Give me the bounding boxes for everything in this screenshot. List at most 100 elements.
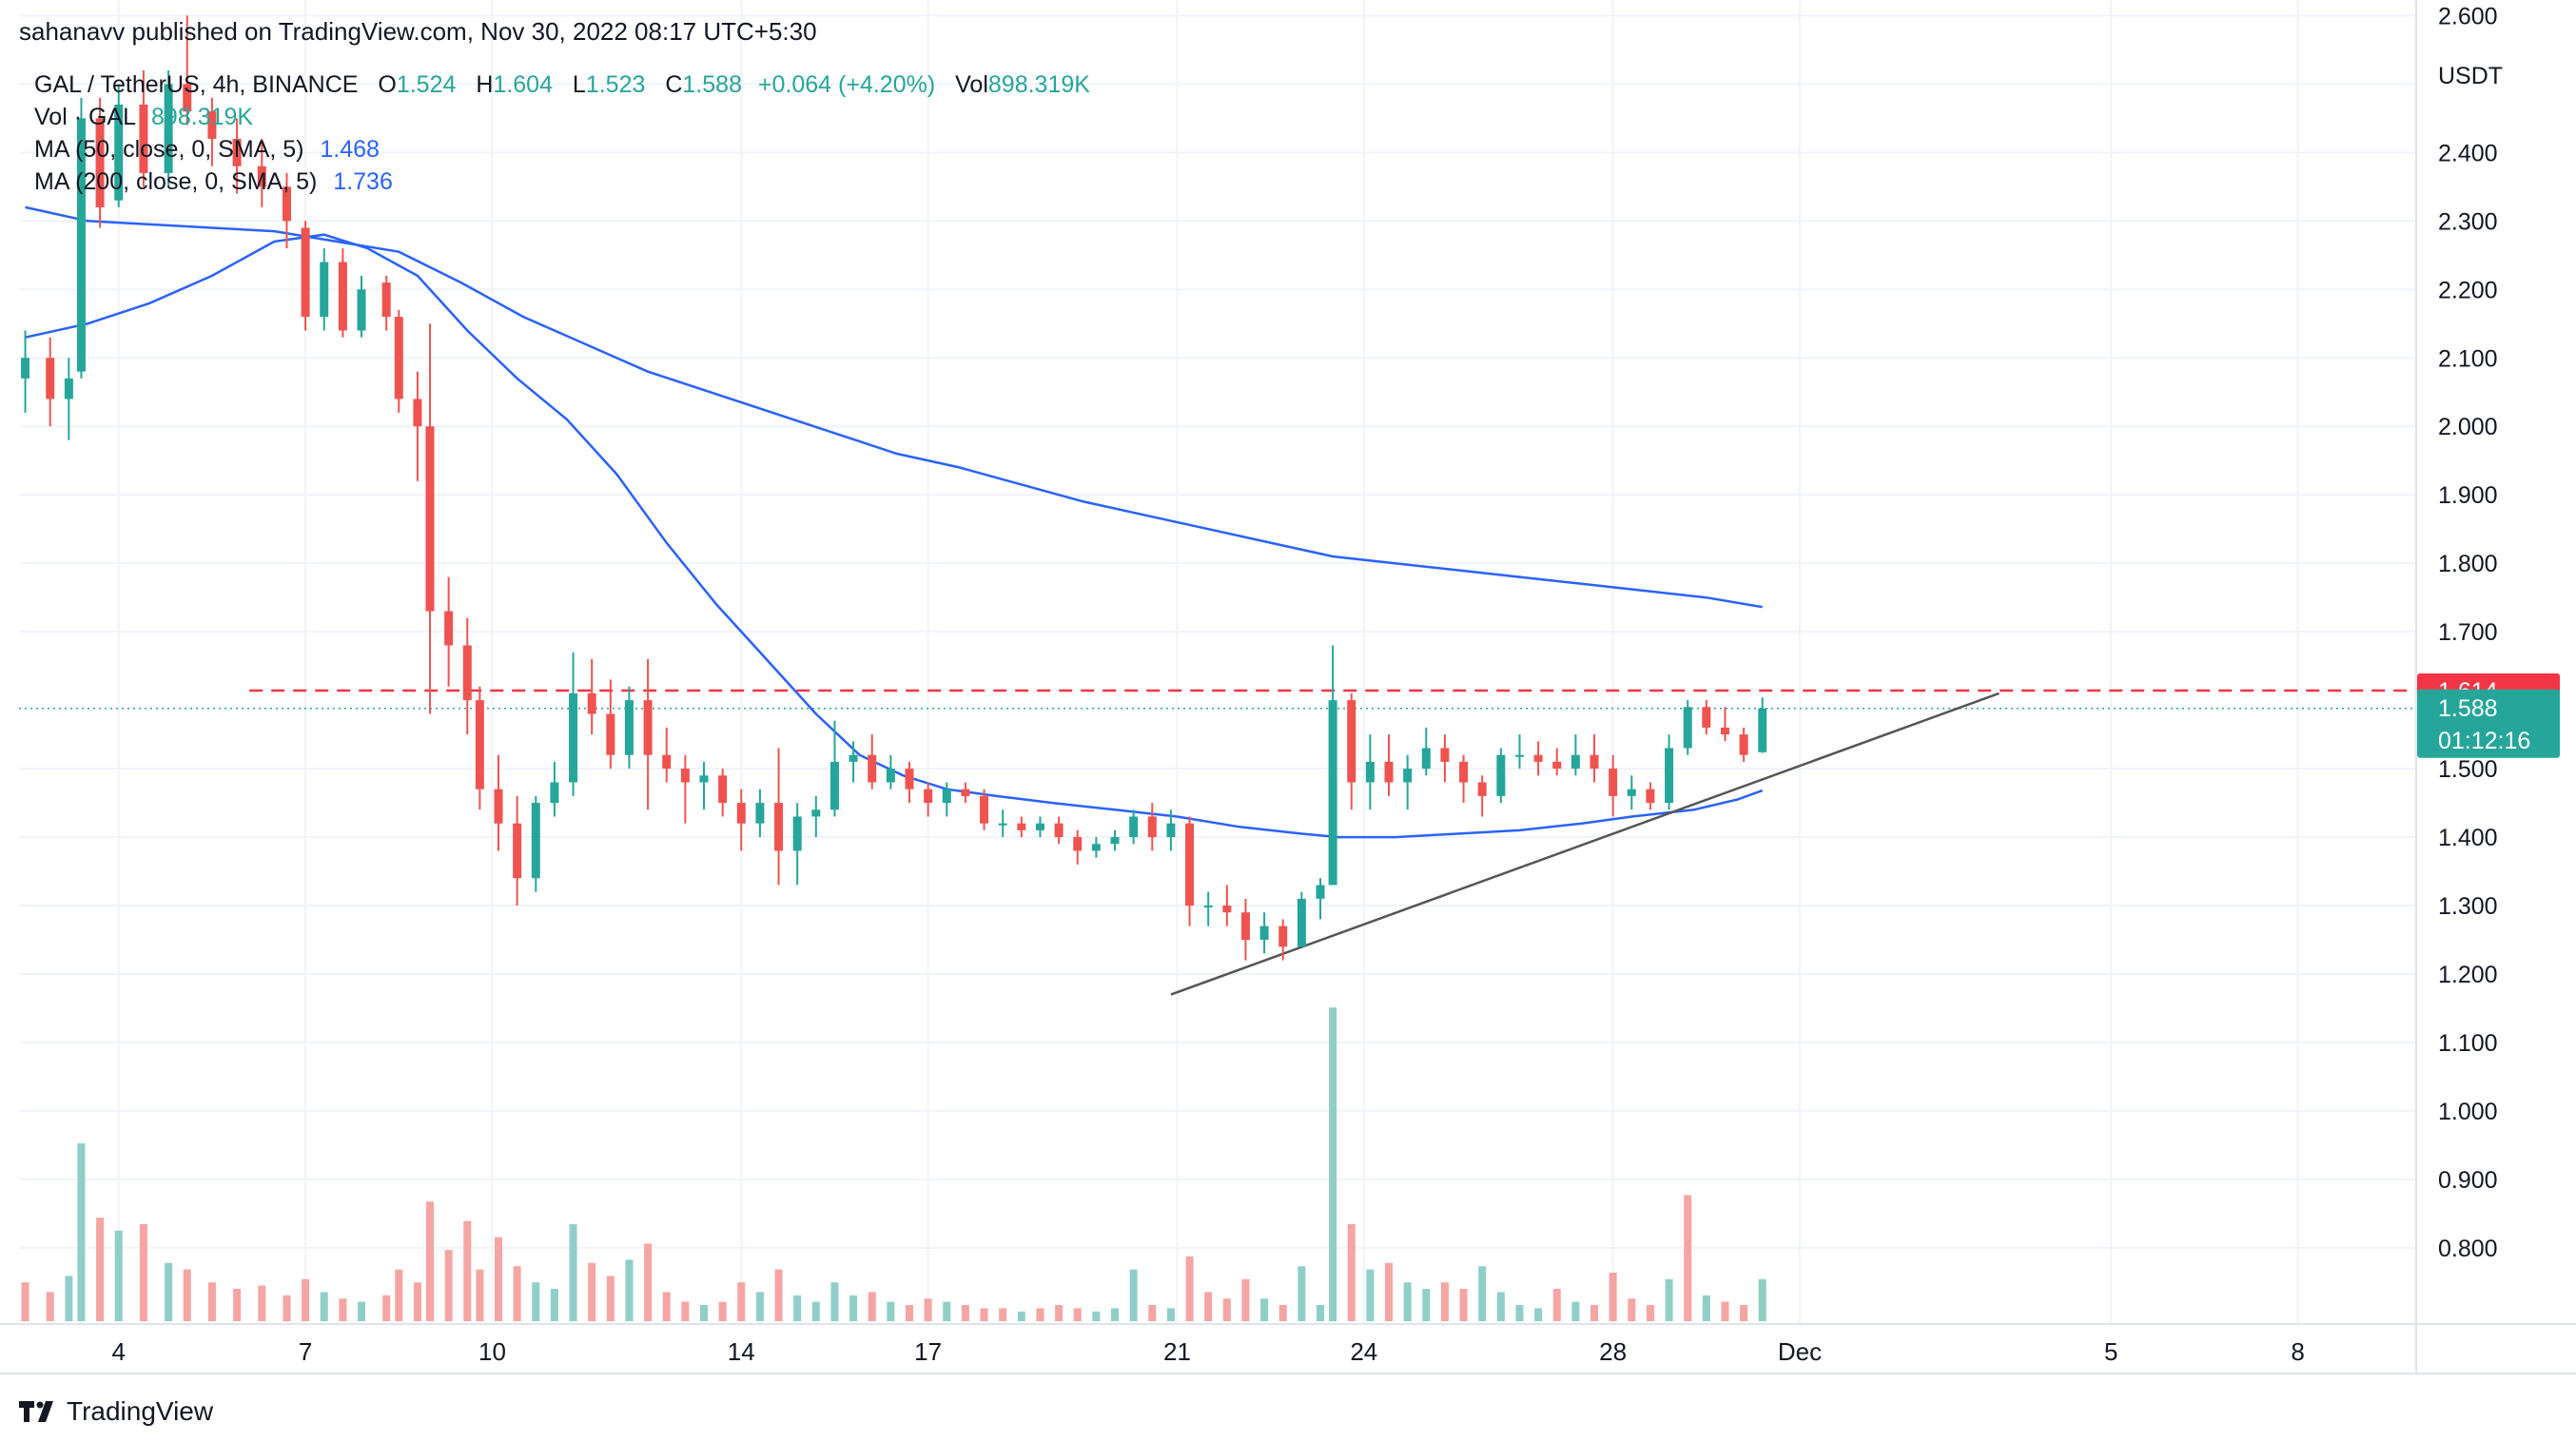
candle-body	[207, 111, 217, 139]
volume-bar	[426, 1201, 434, 1321]
volume-bar	[1185, 1257, 1194, 1321]
x-tick-label: 10	[478, 1337, 506, 1366]
volume-bar	[1329, 1007, 1337, 1321]
candle-body	[1496, 754, 1506, 796]
candle-body	[1328, 700, 1337, 886]
candle-body	[139, 104, 148, 173]
volume-bar	[233, 1289, 242, 1321]
y-tick-label: 2.200	[2438, 277, 2498, 303]
candle-body	[1646, 789, 1655, 804]
volume-bar	[358, 1301, 365, 1321]
volume-bar	[65, 1276, 73, 1321]
candle-body	[1110, 837, 1120, 845]
candles	[21, 15, 1767, 961]
volume-bar	[114, 1230, 123, 1321]
volume-bar	[1092, 1311, 1101, 1321]
volume-bar	[868, 1292, 876, 1321]
candle-body	[413, 399, 422, 427]
candle-body	[21, 358, 30, 379]
open-value: 1.524	[396, 71, 457, 98]
volume-bar	[737, 1282, 746, 1321]
candle-body	[550, 782, 559, 804]
legend-volume-row[interactable]: Vol · GAL 898.319K	[34, 101, 1090, 133]
volume-bar	[1515, 1305, 1524, 1321]
x-tick-label: 21	[1163, 1337, 1191, 1366]
candle-body	[868, 754, 877, 783]
candle-body	[1129, 816, 1139, 838]
candle-body	[425, 426, 435, 612]
candle-body	[1185, 823, 1195, 906]
volume-bar	[1440, 1282, 1449, 1321]
candle-body	[1514, 754, 1524, 757]
candle-body	[1259, 926, 1269, 941]
volume-bar	[513, 1266, 521, 1321]
candle-body	[1609, 769, 1618, 796]
volume-bar	[793, 1295, 802, 1321]
volume-bar	[320, 1292, 328, 1321]
candle-body	[718, 775, 728, 804]
volume-bar	[21, 1282, 29, 1321]
volume-bar	[1148, 1305, 1157, 1321]
candle-body	[232, 138, 242, 166]
volume-bar	[849, 1295, 858, 1321]
symbol-info[interactable]: GAL / TetherUS, 4h, BINANCE	[34, 71, 359, 98]
legend-ohlc-row: GAL / TetherUS, 4h, BINANCE O1.524 H1.60…	[34, 68, 1090, 101]
volume-bar	[1534, 1308, 1543, 1321]
volume-bar	[830, 1282, 839, 1321]
candle-body	[886, 769, 895, 783]
y-tick-label: 1.500	[2438, 756, 2498, 783]
volume-bar	[495, 1237, 502, 1321]
brand-name: TradingView	[67, 1396, 214, 1426]
candle-body	[961, 789, 970, 796]
candle-body	[64, 378, 73, 399]
change-value: +0.064 (+4.20%)	[757, 71, 936, 98]
candle-body	[1421, 748, 1431, 770]
volume-bar	[1758, 1278, 1766, 1321]
volume-bar	[96, 1218, 105, 1321]
volume-bar	[1166, 1308, 1175, 1321]
y-tick-label: 0.900	[2438, 1167, 2498, 1194]
candle-body	[1222, 906, 1232, 913]
candle-body	[680, 769, 690, 783]
candle-body	[1166, 823, 1176, 838]
candle-body	[587, 692, 596, 714]
volume-bar	[46, 1292, 54, 1321]
volume-bar	[339, 1298, 347, 1321]
legend-ma50-row[interactable]: MA (50, close, 0, SMA, 5) 1.468	[34, 133, 1090, 166]
candle-body	[1240, 912, 1250, 941]
volume-bar	[413, 1282, 421, 1321]
volume-bar	[1298, 1266, 1306, 1321]
volume-bar	[1571, 1301, 1580, 1321]
legend-ma200-row[interactable]: MA (200, close, 0, SMA, 5) 1.736	[34, 166, 1090, 198]
volume-bar	[662, 1292, 671, 1321]
candle-body	[1552, 761, 1562, 770]
volume-bar	[395, 1269, 403, 1321]
x-tick-label: 4	[111, 1337, 125, 1366]
tradingview-logo-icon	[19, 1401, 53, 1422]
candle-body	[95, 118, 105, 207]
volume-bar	[476, 1269, 484, 1321]
volume-bar	[1317, 1305, 1324, 1321]
candle-body	[381, 283, 391, 318]
candle-body	[1477, 782, 1487, 796]
vol-label: Vol	[955, 71, 988, 98]
volume-bars	[21, 1007, 1766, 1321]
volume-bar	[207, 1282, 216, 1321]
candle-body	[320, 262, 329, 318]
axes: 2.6002.5002.4002.3002.2002.1002.0001.900…	[0, 0, 2576, 1374]
volume-bar	[980, 1308, 988, 1321]
tradingview-brand[interactable]: TradingView	[19, 1396, 213, 1427]
unit-label-bg	[2417, 55, 2560, 93]
volume-bar	[625, 1259, 634, 1321]
volume-bar	[1036, 1308, 1044, 1321]
candle-body	[1627, 789, 1636, 796]
volume-bar	[1496, 1292, 1505, 1321]
grid	[19, 0, 2416, 1324]
volume-bar	[588, 1262, 596, 1321]
volume-bar	[718, 1301, 727, 1321]
volume-bar	[1129, 1269, 1138, 1321]
volume-indicator-label: Vol · GAL	[34, 104, 136, 130]
volume-bar	[283, 1295, 291, 1321]
x-tick-label: 8	[2291, 1337, 2304, 1366]
